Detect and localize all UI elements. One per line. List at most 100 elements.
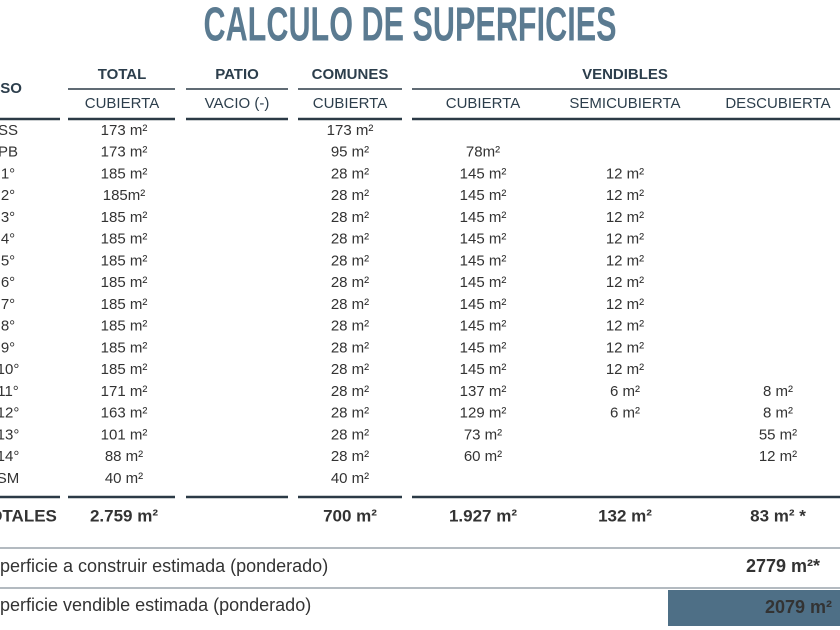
- summary-label: Superficie a construir estimada (pondera…: [0, 556, 328, 576]
- cell: 28 m²: [331, 209, 369, 226]
- total-cell: 1.927 m²: [449, 506, 517, 525]
- cell: 12 m²: [606, 361, 644, 378]
- cell: 60 m²: [464, 448, 502, 465]
- cell: 73 m²: [464, 426, 502, 443]
- cell: 12 m²: [606, 274, 644, 291]
- cell: 78m²: [466, 144, 500, 161]
- cell: 28 m²: [331, 187, 369, 204]
- cell: 185m²: [103, 187, 146, 204]
- header-sub: VACIO (-): [205, 95, 270, 112]
- cell: 28 m²: [331, 274, 369, 291]
- cell: 95 m²: [331, 144, 369, 161]
- header-group: TOTAL: [98, 66, 147, 83]
- cell: 28 m²: [331, 296, 369, 313]
- cell: 145 m²: [460, 361, 507, 378]
- cell: 173 m²: [101, 122, 148, 139]
- cell: 28 m²: [331, 231, 369, 248]
- cell: 129 m²: [460, 405, 507, 422]
- summary-value: 2079 m²: [765, 597, 832, 617]
- row-label: 4°: [1, 231, 15, 248]
- row-label: 5°: [1, 252, 15, 269]
- total-cell: 83 m² *: [750, 506, 806, 525]
- cell: 28 m²: [331, 448, 369, 465]
- cell: 55 m²: [759, 426, 797, 443]
- cell: 101 m²: [101, 426, 148, 443]
- cell: 185 m²: [101, 165, 148, 182]
- cell: 145 m²: [460, 339, 507, 356]
- cell: 12 m²: [606, 165, 644, 182]
- row-label: SM: [0, 470, 19, 487]
- row-label: 2°: [1, 187, 15, 204]
- cell: 185 m²: [101, 339, 148, 356]
- cell: 185 m²: [101, 209, 148, 226]
- header-sub: CUBIERTA: [446, 95, 520, 112]
- cell: 28 m²: [331, 361, 369, 378]
- cell: 28 m²: [331, 383, 369, 400]
- cell: 163 m²: [101, 405, 148, 422]
- row-label: 6°: [1, 274, 15, 291]
- cell: 145 m²: [460, 274, 507, 291]
- cell: 12 m²: [606, 252, 644, 269]
- total-cell: 132 m²: [598, 506, 652, 525]
- cell: 12 m²: [606, 318, 644, 335]
- row-label: 8°: [1, 318, 15, 335]
- row-label: 14°: [0, 448, 19, 465]
- cell: 145 m²: [460, 296, 507, 313]
- cell: 185 m²: [101, 252, 148, 269]
- cell: 88 m²: [105, 448, 143, 465]
- cell: 185 m²: [101, 231, 148, 248]
- header-sub: CUBIERTA: [85, 95, 159, 112]
- cell: 171 m²: [101, 383, 148, 400]
- cell: 28 m²: [331, 318, 369, 335]
- cell: 185 m²: [101, 361, 148, 378]
- cell: 28 m²: [331, 252, 369, 269]
- cell: 28 m²: [331, 165, 369, 182]
- cell: 28 m²: [331, 339, 369, 356]
- cell: 12 m²: [606, 187, 644, 204]
- cell: 173 m²: [327, 122, 374, 139]
- cell: 12 m²: [759, 448, 797, 465]
- cell: 6 m²: [610, 383, 640, 400]
- cell: 145 m²: [460, 252, 507, 269]
- cell: 28 m²: [331, 405, 369, 422]
- summary-value: 2779 m²*: [746, 556, 820, 576]
- page-title: CALCULO DE SUPERFICIES: [204, 0, 617, 52]
- cell: 12 m²: [606, 296, 644, 313]
- row-label: 1°: [1, 165, 15, 182]
- row-label: 13°: [0, 426, 19, 443]
- summary-label: Superficie vendible estimada (ponderado): [0, 595, 311, 615]
- cell: 145 m²: [460, 165, 507, 182]
- cell: 145 m²: [460, 318, 507, 335]
- cell: 12 m²: [606, 209, 644, 226]
- totals-label: TOTALES: [0, 506, 57, 525]
- cell: 145 m²: [460, 187, 507, 204]
- cell: 12 m²: [606, 339, 644, 356]
- cell: 28 m²: [331, 426, 369, 443]
- row-label: 3°: [1, 209, 15, 226]
- header-cell: PISO: [0, 80, 22, 97]
- cell: 185 m²: [101, 274, 148, 291]
- row-label: PB: [0, 144, 18, 161]
- total-cell: 2.759 m²: [90, 506, 158, 525]
- header-sub: DESCUBIERTA: [725, 95, 830, 112]
- row-label: SS: [0, 122, 18, 139]
- cell: 145 m²: [460, 209, 507, 226]
- header-sub: SEMICUBIERTA: [569, 95, 680, 112]
- cell: 185 m²: [101, 318, 148, 335]
- cell: 145 m²: [460, 231, 507, 248]
- header-group: COMUNES: [312, 66, 389, 83]
- row-label: 9°: [1, 339, 15, 356]
- header-group: PATIO: [215, 66, 259, 83]
- cell: 40 m²: [105, 470, 143, 487]
- total-cell: 700 m²: [323, 506, 377, 525]
- header-group: VENDIBLES: [582, 66, 668, 83]
- cell: 8 m²: [763, 383, 793, 400]
- row-label: 12°: [0, 405, 19, 422]
- highlight-box: [668, 590, 840, 626]
- row-label: 11°: [0, 383, 19, 400]
- cell: 8 m²: [763, 405, 793, 422]
- cell: 137 m²: [460, 383, 507, 400]
- cell: 173 m²: [101, 144, 148, 161]
- cell: 12 m²: [606, 231, 644, 248]
